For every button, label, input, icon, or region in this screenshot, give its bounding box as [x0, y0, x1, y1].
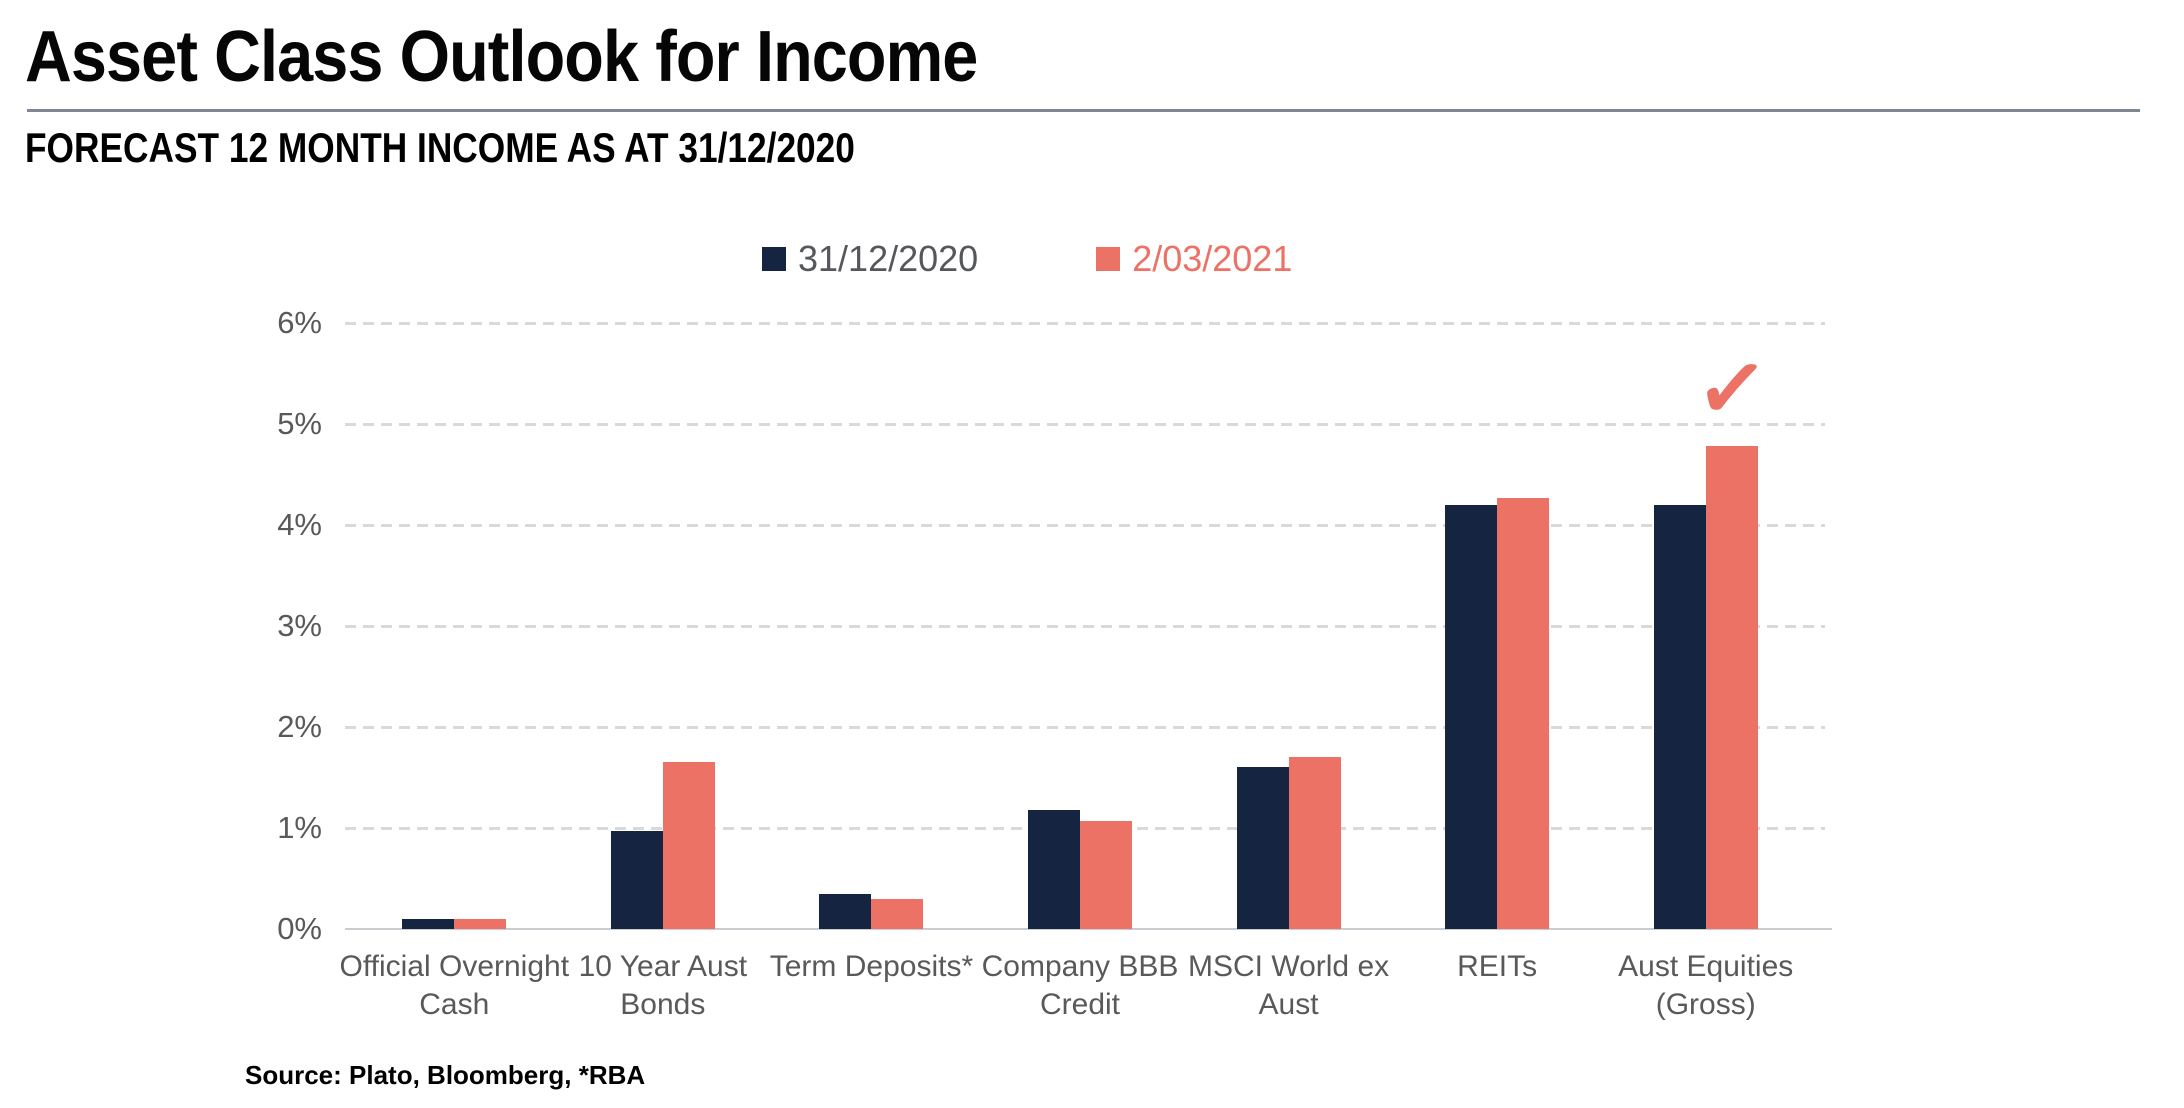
page-title: Asset Class Outlook for Income [25, 17, 978, 97]
bar-series0 [819, 893, 872, 929]
y-tick-label: 2% [277, 709, 322, 744]
bar-series0 [1653, 504, 1706, 929]
source-note: Source: Plato, Bloomberg, *RBA [245, 1060, 646, 1090]
gridline-2pct [345, 726, 1825, 729]
legend-item-2-03-2021: 2/03/2021 [1096, 238, 1292, 280]
y-tick-label: 1% [277, 810, 322, 845]
legend-swatch-navy-icon [762, 247, 786, 271]
legend-item-31-12-2020: 31/12/2020 [762, 238, 978, 280]
bar-series1 [454, 918, 507, 929]
x-tick-label: Term Deposits* [769, 950, 974, 983]
y-tick-label: 4% [277, 507, 322, 542]
bar-series0 [1236, 767, 1289, 929]
x-tick-label: REITs [1457, 950, 1538, 983]
x-axis-line [345, 928, 1832, 930]
y-tick-label: 6% [277, 305, 322, 340]
legend-swatch-salmon-icon [1096, 247, 1121, 271]
bar-series0 [402, 918, 455, 929]
gridline-4pct [345, 524, 1825, 527]
legend-label: 2/03/2021 [1132, 238, 1293, 279]
bar-series0 [1445, 504, 1498, 929]
subtitle: FORECAST 12 MONTH INCOME AS AT 31/12/202… [25, 124, 855, 171]
checkmark-icon: ✓ [1691, 338, 1772, 441]
x-tick-label: Aust Equities (Gross) [1618, 950, 1794, 1021]
x-tick-label: 10 Year Aust Bonds [578, 950, 748, 1021]
gridline-6pct [345, 322, 1825, 325]
bar-series0 [1028, 809, 1080, 929]
bar-series1 [1705, 446, 1758, 929]
y-tick-label: 5% [277, 406, 322, 441]
bar-series1 [662, 762, 715, 929]
legend-label: 31/12/2020 [798, 238, 979, 279]
bar-series1 [1288, 757, 1341, 929]
bar-series1 [871, 898, 924, 929]
bar-series0 [610, 831, 663, 929]
x-tick-label: MSCI World ex Aust [1187, 950, 1390, 1021]
y-tick-label: 3% [277, 608, 322, 643]
title-divider [27, 109, 2140, 112]
gridline-3pct [345, 625, 1825, 628]
bar-series1 [1497, 497, 1550, 929]
bar-series1 [1080, 820, 1132, 929]
chart-legend: 31/12/2020 2/03/2021 [762, 238, 1292, 280]
y-tick-label: 0% [277, 911, 322, 946]
gridline-5pct [345, 423, 1825, 426]
x-tick-label: Official Overnight Cash [339, 950, 570, 1021]
x-tick-label: Company BBB Credit [981, 950, 1179, 1021]
